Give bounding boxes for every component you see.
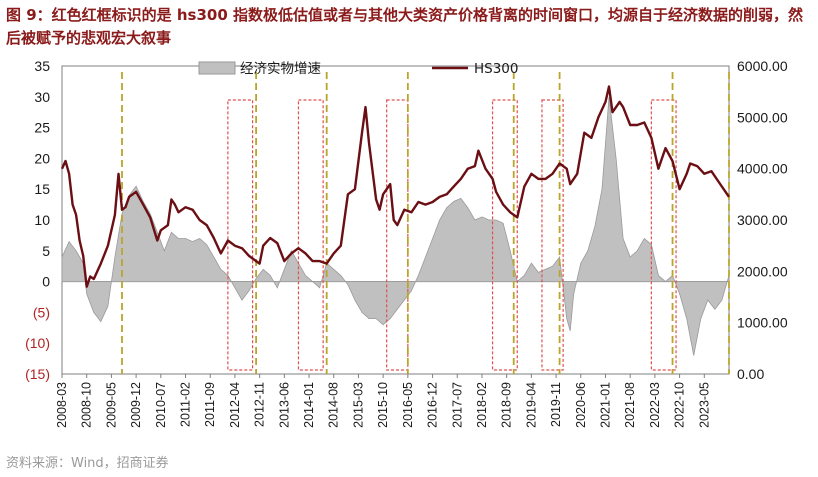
x-tick-label: 2021-01 [598, 382, 612, 428]
source-note: 资料来源：Wind，招商证券 [6, 456, 169, 471]
y-axis-left: 35 30 25 20 15 10 5 0 (5) (10) (15) [25, 58, 50, 382]
y-right-tick-label: 6000.00 [737, 58, 788, 74]
y-left-tick-label: 0 [42, 274, 50, 290]
highlight-window-3 [386, 99, 409, 371]
y-right-tick-label: 4000.00 [737, 161, 788, 177]
plot-area [61, 65, 730, 375]
x-tick-label: 2014-08 [327, 382, 341, 428]
y-left-tick-label: 25 [34, 120, 50, 136]
y-axis-right: 6000.00 5000.00 4000.00 3000.00 2000.00 1000.… [737, 58, 788, 382]
plot-frame [61, 65, 730, 375]
x-tick-label: 2015-10 [376, 382, 390, 428]
highlight-window-5 [541, 99, 564, 371]
y-left-tick-label: (15) [25, 366, 50, 382]
highlight-window-6 [650, 99, 677, 371]
y-right-tick-label: 0.00 [737, 366, 764, 382]
y-left-tick-label: 10 [34, 212, 50, 228]
y-left-tick-label: 30 [34, 89, 50, 105]
line-series-path [60, 85, 730, 288]
y-right-tick-label: 3000.00 [737, 212, 788, 228]
highlight-window-4 [491, 99, 518, 371]
y-left-tick-label: 35 [34, 58, 50, 74]
legend-label-line: HS300 [474, 61, 519, 77]
x-tick-label: 2012-11 [253, 382, 267, 427]
vertical-markers-group [121, 72, 730, 374]
area-series-group [61, 96, 730, 356]
y-right-tick-label: 2000.00 [737, 263, 788, 279]
x-tick-label: 2015-03 [351, 382, 365, 428]
legend: 经济实物增速 HS300 [198, 61, 519, 77]
x-tick-label: 2013-06 [277, 382, 291, 428]
highlight-window-2 [297, 99, 324, 371]
y-right-tick-label: 1000.00 [737, 315, 788, 331]
x-tick-label: 2016-12 [426, 382, 440, 428]
x-tick-label: 2011-02 [179, 382, 193, 427]
x-axis: 2008-03 2008-10 2009-05 2009-12 2010-07 2011-… [55, 374, 711, 428]
x-tick-label: 2020-06 [574, 382, 588, 428]
x-tick-label: 2011-09 [203, 382, 217, 427]
y-left-tick-label: (10) [25, 335, 50, 351]
x-tick-label: 2014-01 [302, 382, 316, 428]
x-tick-label: 2017-07 [450, 382, 464, 428]
area-series-path [61, 96, 730, 356]
x-tick-label: 2018-02 [475, 382, 489, 428]
legend-label-area: 经济实物增速 [240, 61, 321, 77]
y-right-tick-label: 5000.00 [737, 109, 788, 125]
x-tick-label: 2008-10 [80, 382, 94, 428]
x-tick-label: 2022-03 [648, 382, 662, 428]
x-tick-label: 2019-11 [549, 382, 563, 427]
legend-swatch-area [198, 61, 236, 75]
x-tick-label: 2008-03 [55, 382, 69, 428]
y-left-tick-label: (5) [33, 304, 50, 320]
x-tick-label: 2010-07 [154, 382, 168, 428]
x-tick-label: 2019-04 [524, 382, 538, 428]
highlight-window-1 [227, 99, 254, 371]
line-series-group [60, 85, 730, 288]
x-tick-label: 2023-05 [697, 382, 711, 428]
x-tick-label: 2012-04 [228, 382, 242, 428]
y-left-tick-label: 20 [34, 150, 50, 166]
x-tick-label: 2009-05 [104, 382, 118, 428]
x-tick-label: 2022-10 [673, 382, 687, 428]
x-tick-label: 2016-05 [401, 382, 415, 428]
x-tick-label: 2009-12 [129, 382, 143, 428]
y-left-tick-label: 5 [42, 243, 50, 259]
x-tick-label: 2021-08 [623, 382, 637, 428]
figure-title: 图 9：红色红框标识的是 hs300 指数极低估值或者与其他大类资产价格背离的时… [6, 6, 804, 47]
highlight-windows-group [227, 99, 677, 371]
y-left-tick-label: 15 [34, 181, 50, 197]
x-tick-label: 2018-09 [500, 382, 514, 428]
